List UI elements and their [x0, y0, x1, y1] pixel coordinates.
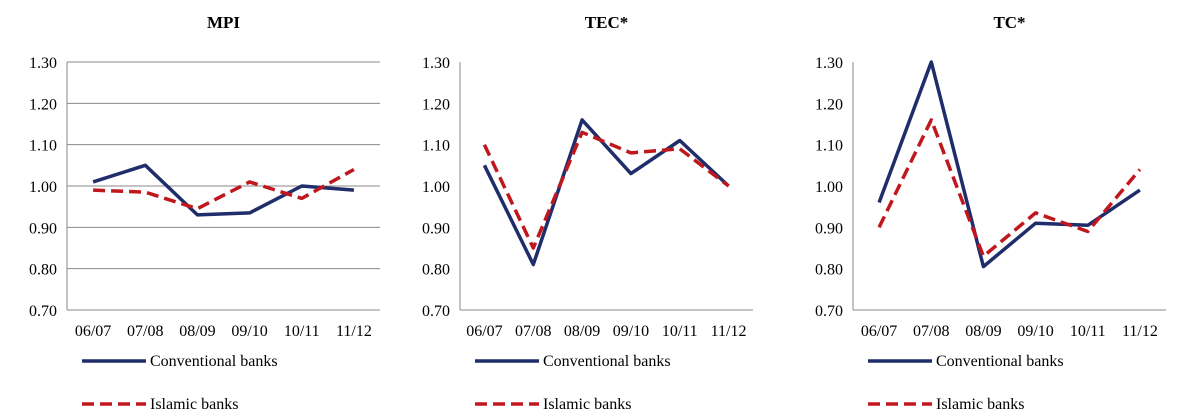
y-tick-label: 1.30 [422, 55, 450, 72]
chart-panel-mpi: MPI 0.70 0.80 0.90 1.00 1.10 1.20 1.30 06/07 07/0… [0, 0, 380, 416]
x-tick-label: 10/11 [662, 323, 698, 340]
chart-title-tc: TC* [993, 13, 1025, 32]
y-tick-label: 0.70 [422, 303, 450, 320]
chart-title-tec: TEC* [585, 13, 628, 32]
y-tick-label: 1.10 [422, 138, 450, 155]
y-tick-label: 1.00 [29, 179, 57, 196]
y-tick-label: 1.10 [29, 138, 57, 155]
x-tick-label: 09/10 [1017, 323, 1053, 340]
chart-panel-tec: TEC* 0.70 0.80 0.90 1.00 1.10 1.20 1.30 06/07 07/… [393, 0, 773, 416]
x-tick-label: 10/11 [284, 323, 320, 340]
x-tick-label: 11/12 [336, 323, 372, 340]
series-line-islamic-banks [93, 167, 355, 211]
chart-panel-tc: TC* 0.70 0.80 0.90 1.00 1.10 1.20 1.30 06/07 07/0… [786, 0, 1166, 416]
y-tick-label: 0.70 [29, 303, 57, 320]
x-tick-label: 07/08 [913, 323, 949, 340]
y-tick-label: 1.30 [815, 55, 843, 72]
x-tick-label: 08/09 [179, 323, 215, 340]
series-line-conventional-banks [482, 118, 730, 267]
x-tick-label: 09/10 [231, 323, 267, 340]
y-tick-label: 1.10 [815, 138, 843, 155]
y-tick-label: 0.80 [815, 262, 843, 279]
legend-label: Conventional banks [936, 353, 1064, 370]
chart-svg-tc: TC* 0.70 0.80 0.90 1.00 1.10 1.20 1.30 06/07 07/0… [815, 13, 1166, 413]
y-tick-label: 1.20 [29, 96, 57, 113]
y-tick-label: 0.80 [422, 262, 450, 279]
y-tick-label: 1.30 [29, 55, 57, 72]
y-tick-label: 1.00 [815, 179, 843, 196]
y-tick-label: 0.70 [815, 303, 843, 320]
legend-label: Islamic banks [150, 396, 238, 413]
x-tick-label: 08/09 [564, 323, 600, 340]
y-tick-label: 0.90 [815, 220, 843, 237]
y-tick-label: 0.90 [422, 220, 450, 237]
y-tick-label: 1.00 [422, 179, 450, 196]
series-line-conventional-banks [92, 163, 355, 217]
y-tick-label: 1.20 [422, 96, 450, 113]
legend-label: Islamic banks [936, 396, 1024, 413]
chart-title-mpi: MPI [207, 13, 240, 32]
x-tick-label: 09/10 [613, 323, 649, 340]
chart-svg-mpi: MPI 0.70 0.80 0.90 1.00 1.10 1.20 1.30 06/07 07/0… [29, 13, 380, 413]
x-tick-label: 07/08 [515, 323, 551, 340]
x-tick-label: 11/12 [1122, 323, 1158, 340]
x-tick-label: 06/07 [75, 323, 111, 340]
x-tick-label: 11/12 [711, 323, 747, 340]
x-tick-label: 08/09 [965, 323, 1001, 340]
y-tick-label: 0.90 [29, 220, 57, 237]
legend-label: Conventional banks [543, 353, 671, 370]
y-tick-label: 1.20 [815, 96, 843, 113]
x-tick-label: 06/07 [861, 323, 897, 340]
legend-label: Islamic banks [543, 396, 631, 413]
series-line-islamic-banks [482, 130, 730, 250]
x-tick-label: 06/07 [466, 323, 502, 340]
legend-label: Conventional banks [150, 353, 278, 370]
y-tick-label: 0.80 [29, 262, 57, 279]
x-tick-label: 10/11 [1070, 323, 1106, 340]
series-line-islamic-banks [877, 118, 1142, 259]
chart-svg-tec: TEC* 0.70 0.80 0.90 1.00 1.10 1.20 1.30 06/07 07/… [422, 13, 753, 413]
x-tick-label: 07/08 [127, 323, 163, 340]
